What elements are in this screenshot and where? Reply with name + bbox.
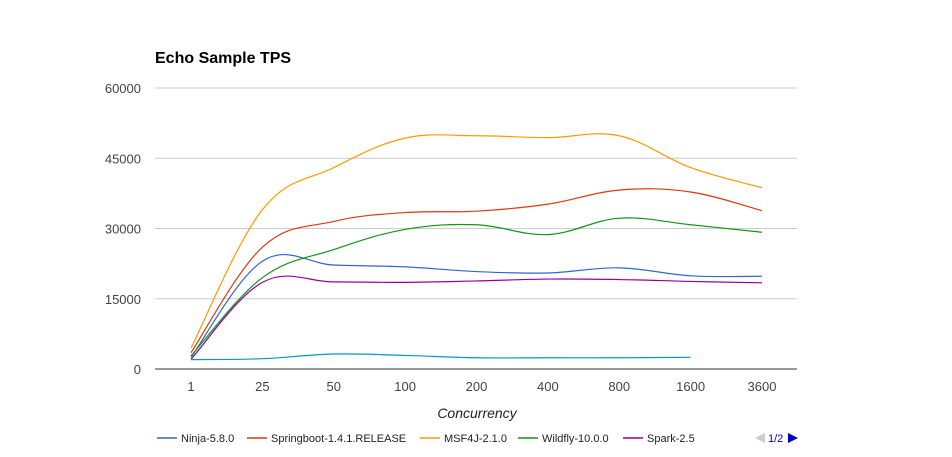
y-tick-label: 45000 xyxy=(105,151,141,166)
x-tick-label: 100 xyxy=(394,379,416,394)
legend-page-label: 1/2 xyxy=(768,433,783,445)
gridlines xyxy=(155,87,797,370)
series-line-1 xyxy=(190,253,763,358)
x-tick-label: 3600 xyxy=(748,379,777,394)
series-line-6 xyxy=(190,353,691,361)
x-tick-label: 50 xyxy=(327,379,341,394)
x-tick-label: 400 xyxy=(537,379,559,394)
x-tick-label: 1 xyxy=(187,379,194,394)
legend-prev-icon[interactable] xyxy=(755,433,765,443)
x-tick-label: 800 xyxy=(608,379,630,394)
x-tick-label: 25 xyxy=(255,379,269,394)
y-axis-ticks: 0 15000 30000 45000 60000 xyxy=(105,81,141,377)
x-tick-label: 200 xyxy=(466,379,488,394)
series-line-5 xyxy=(190,275,763,360)
legend-label: Wildfly-10.0.0 xyxy=(542,433,609,445)
y-tick-label: 15000 xyxy=(105,292,141,307)
chart-title: Echo Sample TPS xyxy=(155,50,291,67)
x-tick-label: 1600 xyxy=(676,379,705,394)
x-axis-label: Concurrency xyxy=(437,405,517,421)
legend-label: Ninja-5.8.0 xyxy=(181,433,234,445)
series-line-3 xyxy=(190,133,763,349)
legend: Ninja-5.8.0 Springboot-1.4.1.RELEASE MSF4J… xyxy=(157,433,695,445)
legend-label: Springboot-1.4.1.RELEASE xyxy=(271,433,406,445)
legend-next-icon[interactable] xyxy=(788,433,798,443)
series-line-2 xyxy=(190,188,763,353)
series-lines xyxy=(190,133,763,361)
legend-label: MSF4J-2.1.0 xyxy=(444,433,507,445)
y-tick-label: 0 xyxy=(134,362,141,377)
legend-label: Spark-2.5 xyxy=(647,433,695,445)
y-tick-label: 30000 xyxy=(105,222,141,237)
legend-pager: 1/2 xyxy=(755,433,798,445)
x-axis-ticks: 1 25 50 100 200 400 800 1600 3600 xyxy=(187,379,776,394)
y-tick-label: 60000 xyxy=(105,81,141,96)
series-line-4 xyxy=(190,217,763,357)
